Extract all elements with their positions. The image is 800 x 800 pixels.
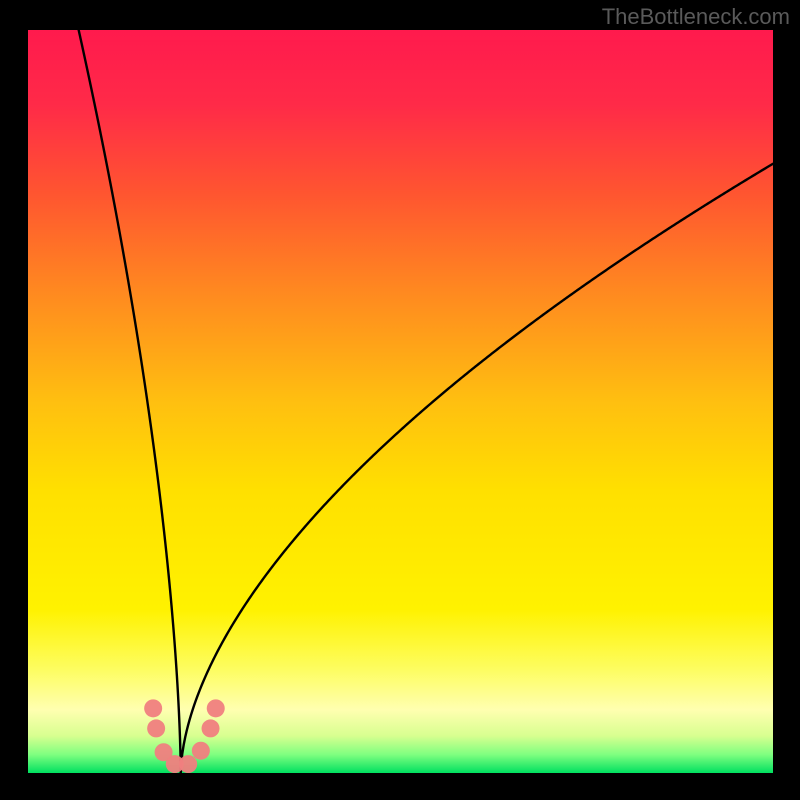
marker-point	[202, 719, 220, 737]
chart-frame: TheBottleneck.com	[0, 0, 800, 800]
marker-point	[179, 755, 197, 773]
marker-point	[144, 699, 162, 717]
marker-point	[147, 719, 165, 737]
gradient-background	[28, 30, 773, 773]
marker-point	[207, 699, 225, 717]
marker-point	[192, 742, 210, 760]
watermark-text: TheBottleneck.com	[602, 4, 790, 30]
plot-area	[28, 30, 773, 773]
plot-svg	[28, 30, 773, 773]
